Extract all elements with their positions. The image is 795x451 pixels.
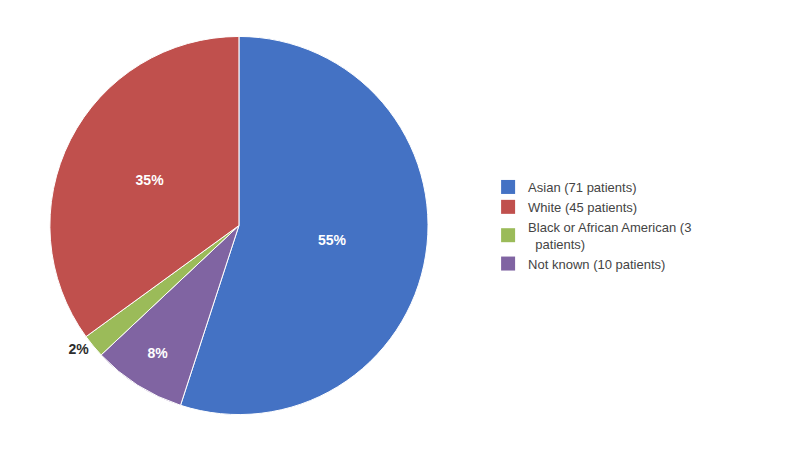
svg-text:White (45 patients): White (45 patients): [528, 200, 637, 215]
svg-text:55%: 55%: [318, 232, 347, 248]
svg-text:Asian (71 patients): Asian (71 patients): [528, 180, 636, 195]
svg-text:35%: 35%: [136, 172, 165, 188]
svg-text:Not known (10 patients): Not known (10 patients): [528, 257, 665, 272]
svg-text:8%: 8%: [147, 345, 168, 361]
svg-text:Black or African American (3: Black or African American (3 patients): [528, 220, 691, 252]
svg-text:2%: 2%: [68, 341, 89, 357]
